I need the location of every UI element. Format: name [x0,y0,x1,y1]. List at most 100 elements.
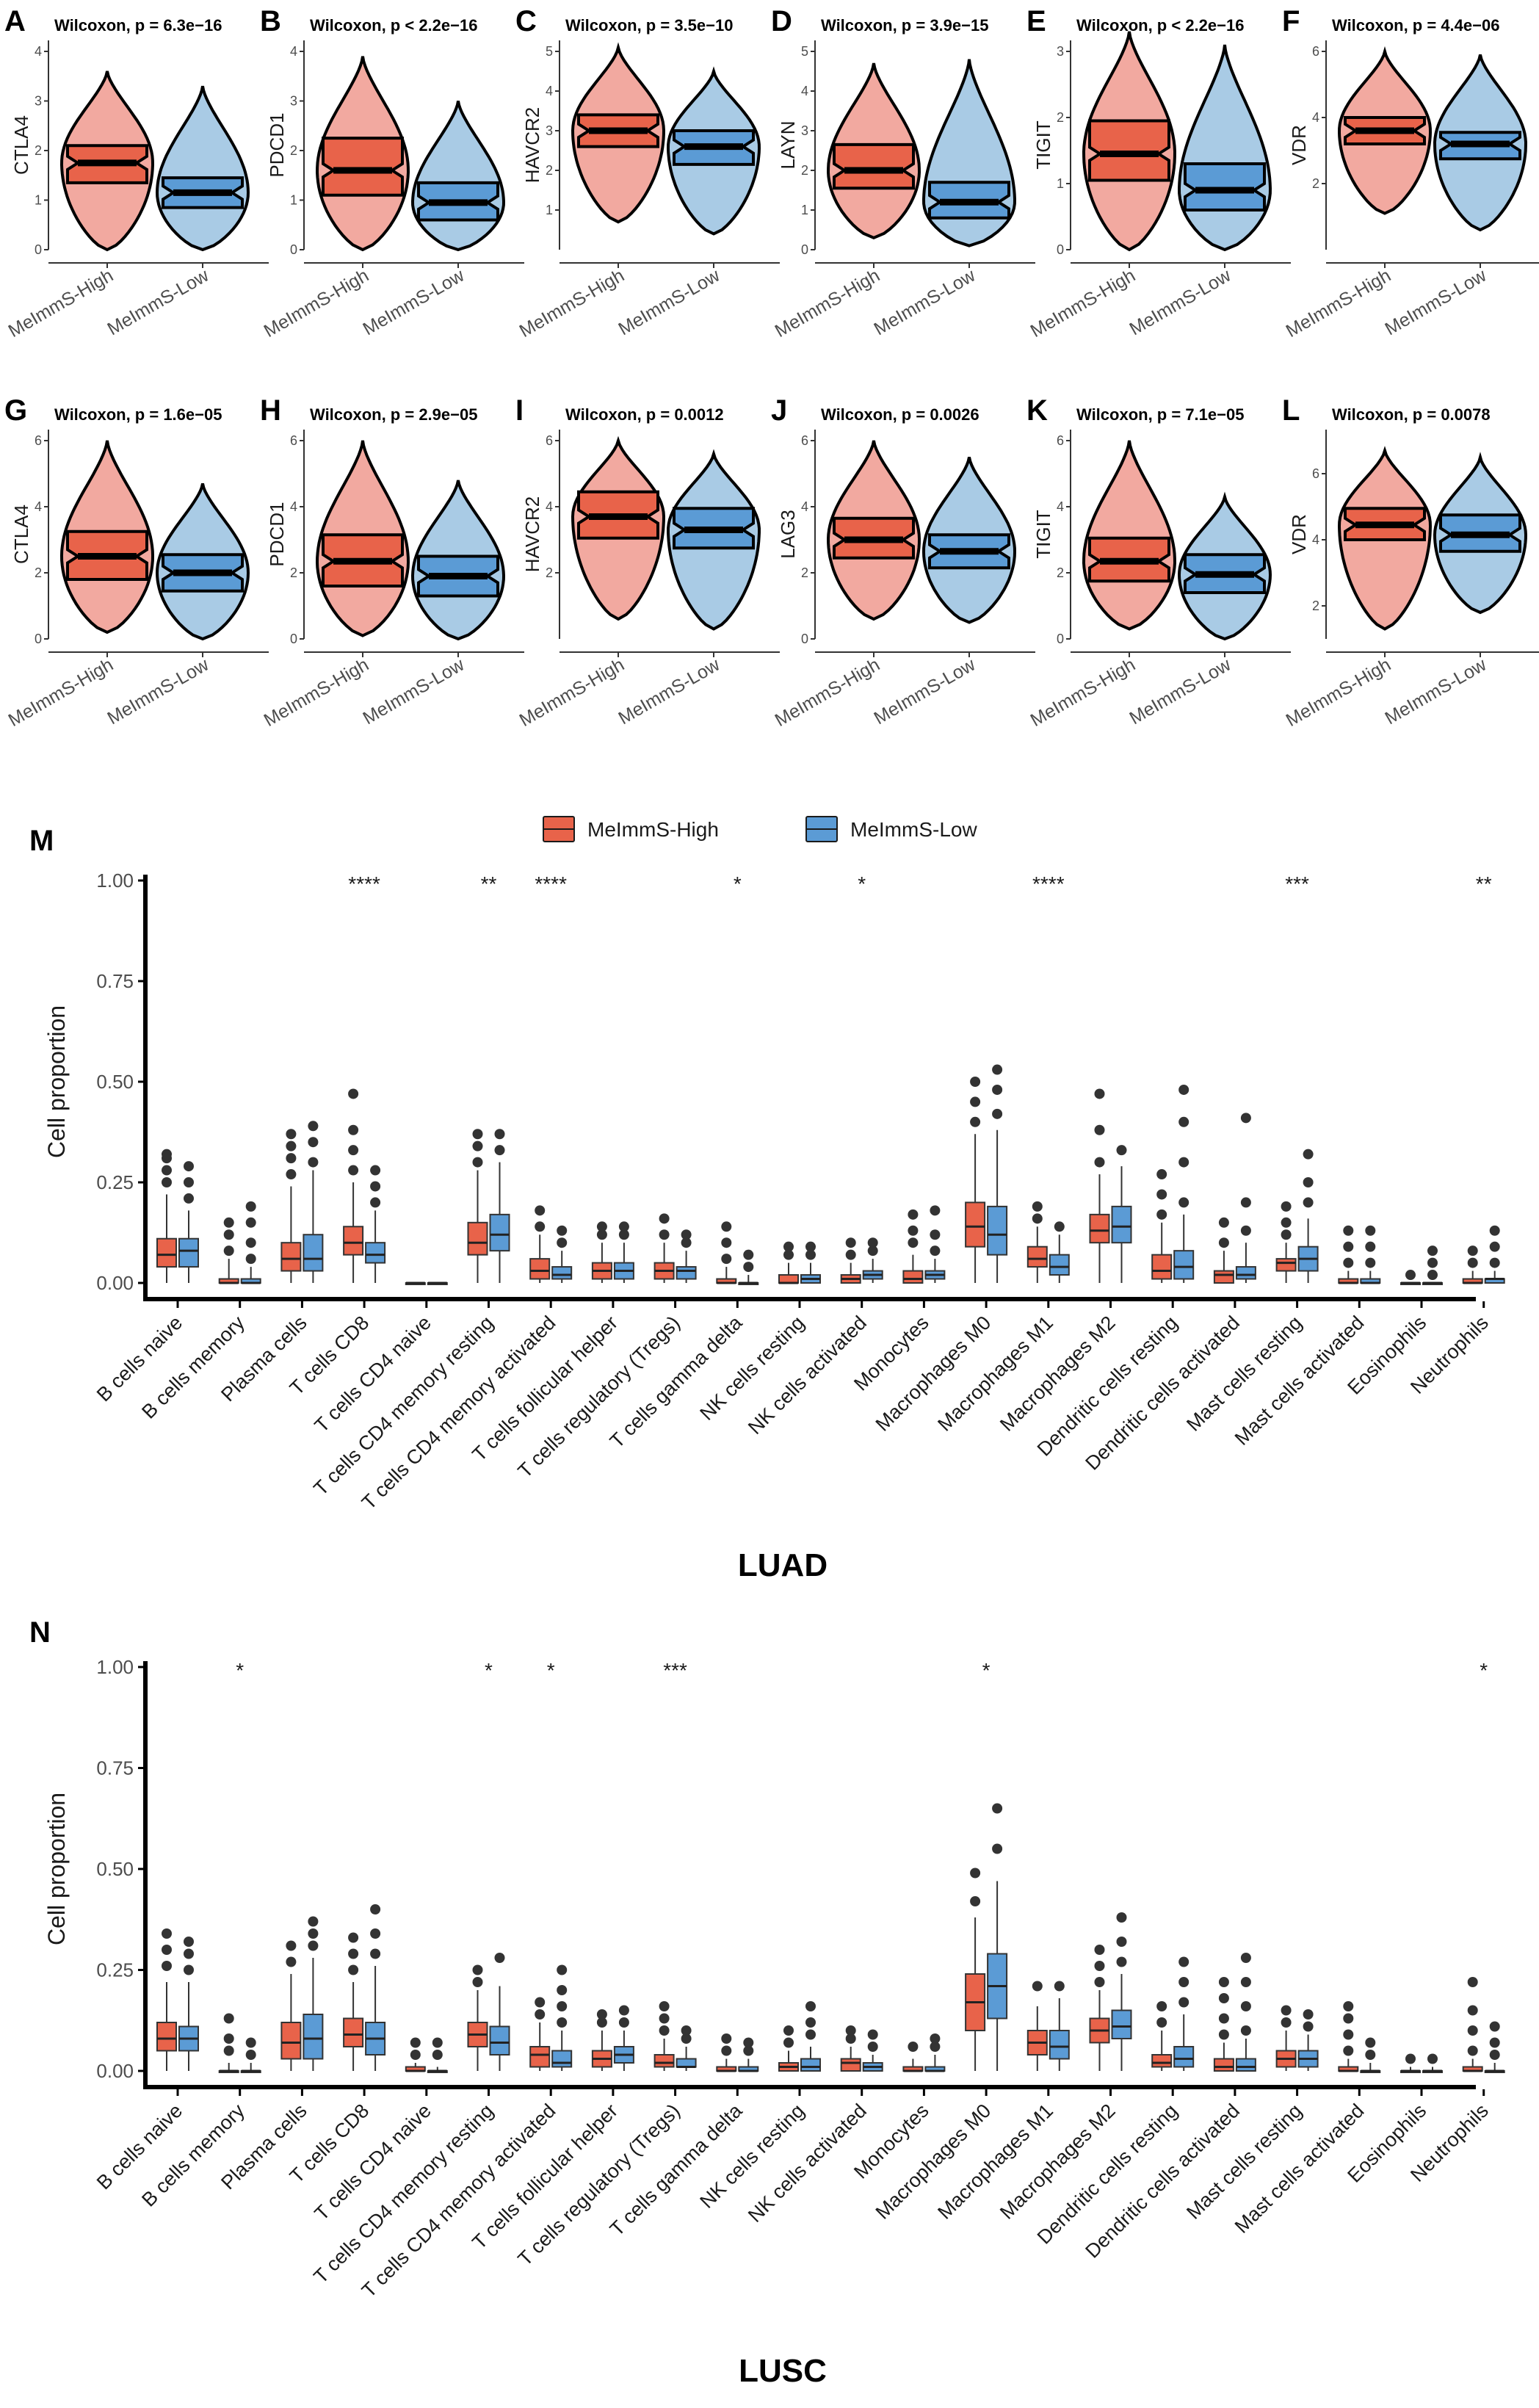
panel-letter: K [1026,394,1048,427]
significance-mark: * [1480,1659,1488,1682]
outlier-point [596,2009,607,2020]
outlier-point [783,2025,794,2036]
outlier-point [1365,1257,1376,1268]
y-tick-label: 0 [1057,632,1064,646]
outlier-point [721,1254,732,1265]
outlier-point [308,1137,319,1148]
outlier-point [1281,1229,1292,1240]
outlier-point [783,1249,794,1260]
test-title: Wilcoxon, p = 0.0026 [821,405,979,424]
outlier-point [681,1237,692,1248]
outlier-point [1489,2050,1500,2060]
outlier-point [805,1249,816,1260]
outlier-point [659,1213,670,1224]
outlier-point [1178,1084,1189,1095]
outlier-point [1240,1977,1251,1987]
box-high [1026,1245,1048,1268]
outlier-point [1218,1217,1229,1228]
outlier-point [308,1940,319,1951]
y-tick-label: 6 [1312,44,1319,59]
outlier-point [992,1108,1003,1119]
y-tick-label: 4 [35,44,42,59]
y-tick-label: 2 [290,565,297,580]
outlier-point [286,1956,297,1967]
outlier-point [348,1088,359,1099]
y-tick-label: 0.00 [96,2060,134,2082]
test-title: Wilcoxon, p = 1.6e−05 [54,405,222,424]
test-title: Wilcoxon, p = 0.0012 [565,405,724,424]
outlier-point [348,1932,359,1943]
x-group-label: MeImmS-Low [615,264,723,339]
outlier-point [1240,2001,1251,2011]
outlier-point [308,1928,319,1939]
y-axis-label: TIGIT [1032,510,1054,559]
significance-mark: **** [1032,872,1065,895]
panel-letter: L [1282,394,1300,427]
outlier-point [286,1940,297,1951]
outlier-point [1365,2037,1376,2048]
outlier-point [1303,1149,1314,1160]
y-tick-label: 4 [290,499,297,514]
x-group-label: MeImmS-High [772,265,883,341]
x-category-label: Mast cells resting [1182,2100,1306,2224]
x-group-label: MeImmS-High [261,265,372,341]
outlier-point [308,1916,319,1927]
test-title: Wilcoxon, p = 4.4e−06 [1332,16,1499,35]
outlier-point [1303,2021,1314,2032]
box-high [778,1274,799,1284]
box-high [156,1237,177,1268]
outlier-point [1303,1177,1314,1187]
outlier-point [1240,1953,1251,1963]
box-low [303,2014,324,2060]
x-category-label: NK cells activated [744,1312,871,1439]
significance-mark: * [858,872,866,895]
outlier-point [1343,2045,1354,2056]
outlier-point [1467,2005,1478,2016]
panel-letter: H [260,394,281,427]
box-low [489,1213,510,1252]
outlier-point [930,2042,941,2052]
y-tick-label: 0.00 [96,1272,134,1294]
significance-mark: **** [348,872,380,895]
y-tick-label: 4 [801,499,808,514]
outlier-point [1156,2001,1167,2011]
significance-mark: * [485,1659,493,1682]
y-tick-label: 1 [35,193,42,208]
outlier-point [1467,2045,1478,2056]
outlier-point [472,1129,483,1140]
y-tick-label: 0 [35,242,42,257]
significance-mark: **** [535,872,567,895]
outlier-point [162,1149,172,1160]
y-tick-label: 1 [1057,176,1064,191]
panel-letter: I [515,394,524,427]
y-tick-label: 0.25 [96,1171,134,1193]
test-title: Wilcoxon, p = 2.9e−05 [310,405,477,424]
outlier-point [1178,1956,1189,1967]
outlier-point [1116,1956,1127,1967]
outlier-point [805,2017,816,2028]
test-title: Wilcoxon, p = 7.1e−05 [1076,405,1244,424]
box-low [676,1266,697,1280]
y-tick-label: 0.50 [96,1858,134,1880]
box-high [833,142,915,190]
y-tick-label: 3 [35,94,42,109]
outlier-point [162,1961,172,1971]
significance-mark: * [236,1659,244,1682]
outlier-point [1116,1145,1127,1156]
outlier-point [535,1997,546,2008]
outlier-point [410,2050,421,2060]
x-group-label: MeImmS-Low [359,264,468,339]
violin-panels: A Wilcoxon, p = 6.3e−16 CTLA4 0 1 2 3 4 MeImmS-H… [4,5,1539,731]
outlier-point [1240,1197,1251,1208]
y-tick-label: 0 [290,632,297,646]
y-axis-label: HAVCR2 [521,496,543,573]
outlier-point [1094,1124,1105,1135]
y-tick-label: 2 [801,163,808,178]
box-high [280,1242,302,1272]
outlier-point [1094,1977,1105,1987]
x-category-label: Macrophages M0 [872,1312,996,1436]
outlier-point [348,1948,359,1959]
y-axis-label: CTLA4 [10,115,32,175]
outlier-point [1178,1157,1189,1168]
outlier-point [743,2037,754,2048]
